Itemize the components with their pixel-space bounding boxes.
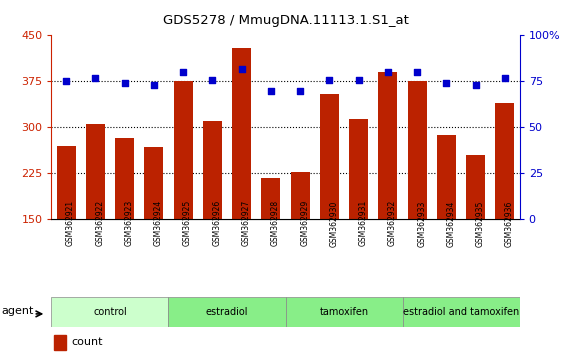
Text: control: control xyxy=(93,307,127,318)
Text: GSM362930: GSM362930 xyxy=(329,200,339,247)
Text: estradiol and tamoxifen: estradiol and tamoxifen xyxy=(403,307,519,318)
Bar xyxy=(174,81,192,219)
Bar xyxy=(320,94,339,219)
Text: GSM362934: GSM362934 xyxy=(447,200,456,247)
Point xyxy=(120,80,129,86)
Text: GDS5278 / MmugDNA.11113.1.S1_at: GDS5278 / MmugDNA.11113.1.S1_at xyxy=(163,14,408,27)
Text: tamoxifen: tamoxifen xyxy=(319,307,369,318)
Point xyxy=(179,69,188,75)
Text: GSM362928: GSM362928 xyxy=(271,200,280,246)
Text: GSM362935: GSM362935 xyxy=(476,200,485,247)
Text: count: count xyxy=(71,337,103,348)
Text: agent: agent xyxy=(1,306,33,316)
Bar xyxy=(437,135,456,219)
Bar xyxy=(115,138,134,219)
Point xyxy=(325,77,334,82)
Point xyxy=(383,69,392,75)
Point xyxy=(62,79,71,84)
Text: GSM362932: GSM362932 xyxy=(388,200,397,246)
Bar xyxy=(86,124,105,219)
Text: GSM362929: GSM362929 xyxy=(300,200,309,246)
Text: GSM362933: GSM362933 xyxy=(417,200,426,247)
Point xyxy=(354,77,363,82)
Bar xyxy=(496,103,514,219)
Text: GSM362923: GSM362923 xyxy=(124,200,134,246)
Bar xyxy=(262,178,280,219)
Point xyxy=(500,75,509,81)
Point xyxy=(208,77,217,82)
Text: GSM362926: GSM362926 xyxy=(212,200,222,246)
Text: GSM362924: GSM362924 xyxy=(154,200,163,246)
Text: GSM362922: GSM362922 xyxy=(95,200,104,246)
Bar xyxy=(286,297,403,327)
Point xyxy=(91,75,100,81)
Bar xyxy=(466,155,485,219)
Bar xyxy=(203,121,222,219)
Bar xyxy=(408,81,427,219)
Bar xyxy=(51,297,168,327)
Bar xyxy=(232,48,251,219)
Text: GSM362936: GSM362936 xyxy=(505,200,514,247)
Point xyxy=(149,82,158,88)
Point xyxy=(266,88,275,93)
Point xyxy=(413,69,422,75)
Bar xyxy=(57,146,75,219)
Bar xyxy=(349,119,368,219)
Point xyxy=(237,66,246,72)
Text: GSM362925: GSM362925 xyxy=(183,200,192,246)
Bar xyxy=(54,335,66,350)
Point xyxy=(471,82,480,88)
Point xyxy=(442,80,451,86)
Point xyxy=(296,88,305,93)
Text: GSM362921: GSM362921 xyxy=(66,200,75,246)
Text: GSM362927: GSM362927 xyxy=(242,200,251,246)
Bar xyxy=(168,297,286,327)
Text: estradiol: estradiol xyxy=(206,307,248,318)
Text: GSM362931: GSM362931 xyxy=(359,200,368,246)
Bar xyxy=(291,172,309,219)
Bar xyxy=(144,147,163,219)
Bar xyxy=(403,297,520,327)
Bar xyxy=(379,72,397,219)
